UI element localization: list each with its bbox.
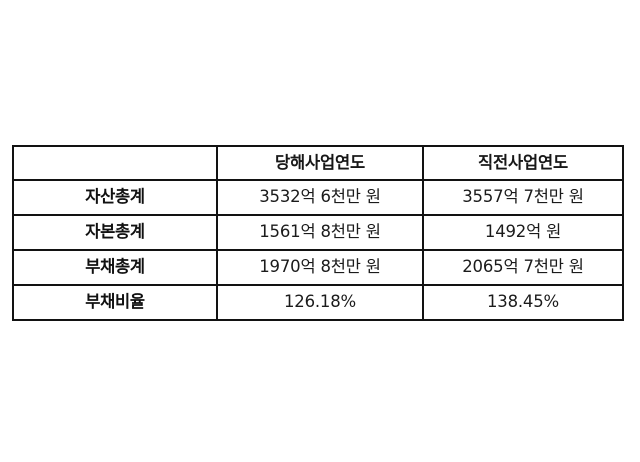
table-corner-cell (12, 145, 218, 181)
table-row: 부채비율 126.18% 138.45% (12, 284, 624, 321)
table-row: 부채총계 1970억 8천만 원 2065억 7천만 원 (12, 249, 624, 286)
table-body: 자산총계 3532억 6천만 원 3557억 7천만 원 자본총계 1561억 … (12, 179, 624, 321)
cell-debt-ratio-current-year: 126.18% (216, 284, 424, 321)
cell-total-assets-previous-year: 3557억 7천만 원 (422, 179, 624, 216)
financial-summary-table: 당해사업연도 직전사업연도 자산총계 3532억 6천만 원 3557억 7천만… (12, 145, 624, 321)
cell-debt-ratio-previous-year: 138.45% (422, 284, 624, 321)
row-label-total-assets: 자산총계 (12, 179, 218, 216)
column-header-previous-year: 직전사업연도 (422, 145, 624, 181)
cell-total-liabilities-previous-year: 2065억 7천만 원 (422, 249, 624, 286)
row-label-total-liabilities: 부채총계 (12, 249, 218, 286)
financial-summary-table-wrapper: 당해사업연도 직전사업연도 자산총계 3532억 6천만 원 3557억 7천만… (12, 145, 624, 321)
cell-total-assets-current-year: 3532억 6천만 원 (216, 179, 424, 216)
table-header: 당해사업연도 직전사업연도 (12, 145, 624, 181)
column-header-current-year: 당해사업연도 (216, 145, 424, 181)
table-header-row: 당해사업연도 직전사업연도 (12, 145, 624, 181)
table-row: 자본총계 1561억 8천만 원 1492억 원 (12, 214, 624, 251)
row-label-debt-ratio: 부채비율 (12, 284, 218, 321)
table-row: 자산총계 3532억 6천만 원 3557억 7천만 원 (12, 179, 624, 216)
row-label-total-equity: 자본총계 (12, 214, 218, 251)
cell-total-equity-previous-year: 1492억 원 (422, 214, 624, 251)
cell-total-liabilities-current-year: 1970억 8천만 원 (216, 249, 424, 286)
cell-total-equity-current-year: 1561억 8천만 원 (216, 214, 424, 251)
